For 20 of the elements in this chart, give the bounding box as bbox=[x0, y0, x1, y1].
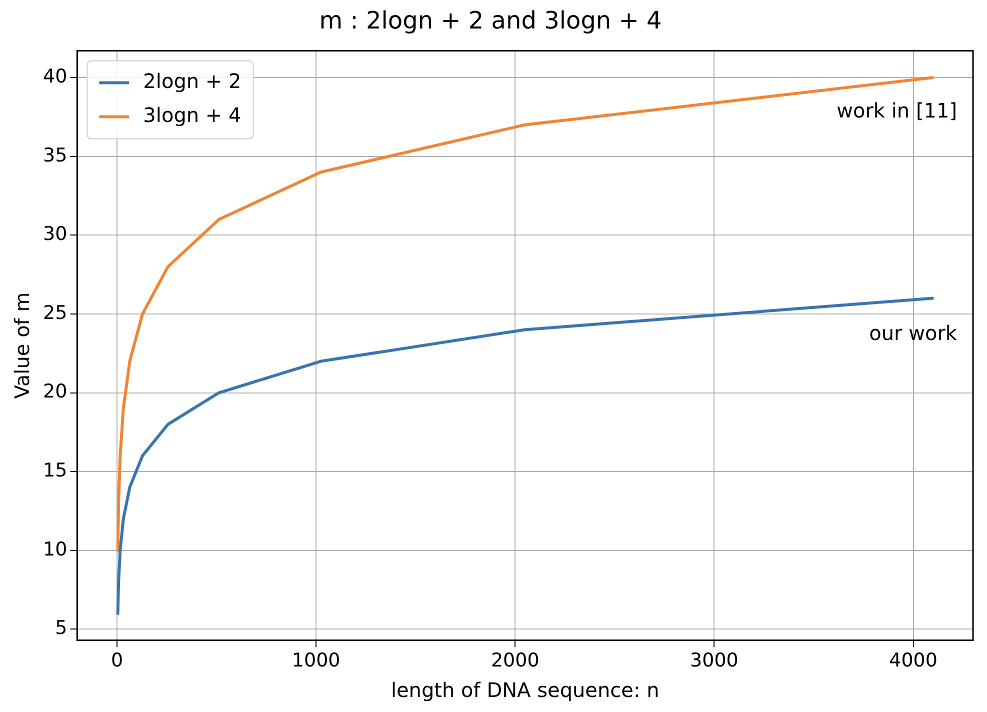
x-axis-title: length of DNA sequence: n bbox=[390, 678, 660, 702]
annotation: work in [11] bbox=[836, 98, 957, 122]
legend-label: 2logn + 2 bbox=[143, 69, 242, 94]
chart-title: m : 2logn + 2 and 3logn + 4 bbox=[319, 6, 662, 35]
y-tick-label: 5 bbox=[55, 617, 68, 640]
x-tick-label: 2000 bbox=[490, 650, 540, 672]
y-tick-label: 15 bbox=[42, 460, 68, 482]
x-tick-label: 1000 bbox=[292, 650, 340, 672]
x-tick-label: 3000 bbox=[690, 650, 738, 672]
annotation: our work bbox=[869, 321, 958, 346]
x-tick-label: 0 bbox=[110, 650, 124, 672]
x-tick-label: 4000 bbox=[889, 650, 938, 672]
legend-label: 3logn + 4 bbox=[143, 103, 242, 128]
y-tick-label: 25 bbox=[42, 302, 68, 324]
y-tick-label: 40 bbox=[42, 66, 68, 88]
y-tick-label: 30 bbox=[42, 223, 68, 246]
y-tick-label: 10 bbox=[42, 538, 68, 560]
y-axis-title: Value of m bbox=[10, 292, 34, 399]
y-tick-label: 35 bbox=[42, 144, 68, 166]
y-tick-label: 20 bbox=[42, 380, 68, 403]
